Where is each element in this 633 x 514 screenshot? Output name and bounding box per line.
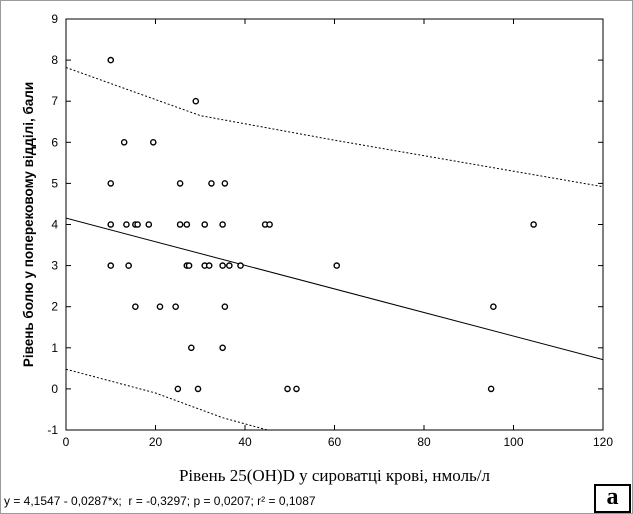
data-point (187, 344, 195, 352)
x-tick-label: 120 (593, 435, 613, 449)
data-point (107, 180, 115, 187)
data-point (226, 262, 233, 269)
y-tick-label: -1 (47, 423, 58, 437)
data-point (490, 303, 497, 311)
data-point (120, 138, 128, 146)
data-point (149, 138, 157, 146)
confidence-band-lower (66, 368, 268, 430)
x-axis-label: Рівень 25(OH)D у сироватці крові, нмоль/… (178, 466, 491, 485)
data-point (145, 221, 153, 228)
y-tick-label: 0 (51, 382, 58, 396)
data-point (293, 385, 300, 393)
confidence-band-upper (66, 67, 603, 188)
data-point (183, 221, 191, 228)
data-point (219, 262, 226, 269)
data-point (192, 97, 200, 105)
data-point (219, 344, 226, 352)
data-point (174, 385, 182, 393)
data-point (221, 303, 229, 311)
data-point (221, 180, 229, 187)
x-tick-label: 60 (328, 435, 342, 449)
y-tick-label: 9 (51, 12, 58, 26)
data-point (123, 221, 130, 228)
y-tick-label: 5 (51, 176, 58, 190)
data-point (125, 262, 132, 269)
y-axis-label: Рівень болю у поперековому відділі, бали (21, 82, 36, 367)
x-tick-label: 20 (149, 435, 163, 449)
data-point (205, 262, 213, 269)
data-point (530, 221, 537, 228)
y-tick-label: 1 (51, 341, 58, 355)
y-tick-label: 6 (51, 135, 58, 149)
data-point (284, 385, 291, 393)
data-point (194, 385, 202, 393)
data-point (185, 262, 193, 269)
data-point (172, 303, 179, 311)
data-point (134, 221, 141, 228)
y-tick-label: 3 (51, 259, 58, 273)
x-tick-label: 0 (63, 435, 70, 449)
data-point (266, 221, 273, 228)
data-point (176, 180, 184, 187)
data-point (333, 262, 341, 269)
data-point (107, 262, 115, 269)
regression-equation: y = 4,1547 - 0,0287*x; r = -0,3297; p = … (4, 494, 316, 508)
data-point (237, 262, 244, 269)
data-point (487, 385, 495, 393)
data-point (201, 221, 209, 228)
x-tick-label: 80 (417, 435, 431, 449)
y-tick-label: 7 (51, 94, 58, 108)
x-tick-label: 40 (238, 435, 252, 449)
x-tick-label: 100 (503, 435, 523, 449)
panel-label: a (594, 484, 631, 513)
data-point (132, 303, 139, 311)
y-tick-label: 4 (51, 218, 58, 232)
data-point (208, 180, 215, 187)
data-point (156, 303, 164, 311)
regression-line (66, 217, 603, 361)
data-point (107, 221, 115, 228)
data-point (176, 221, 184, 228)
y-tick-label: 2 (51, 300, 58, 314)
data-point (219, 221, 226, 228)
y-tick-label: 8 (51, 53, 58, 67)
data-point (107, 56, 115, 64)
